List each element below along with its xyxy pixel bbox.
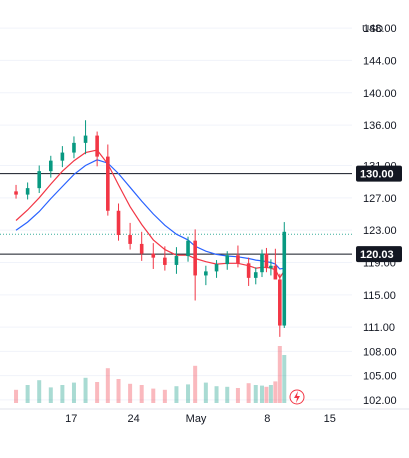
volume-bar — [253, 385, 258, 403]
volume-bar — [186, 384, 191, 403]
price-tick-label: 123.00 — [363, 225, 397, 237]
candle-body — [225, 255, 230, 265]
volume-bar — [268, 385, 273, 403]
volume-bar — [116, 379, 121, 403]
price-line-label-bg — [356, 165, 402, 182]
candle-body — [37, 171, 42, 189]
volume-bar — [37, 380, 42, 403]
price-tick-label: 127.00 — [363, 193, 397, 205]
candle-body — [25, 188, 30, 195]
candle-body — [193, 240, 197, 276]
candle-body — [246, 263, 251, 278]
volume-bar — [95, 382, 100, 403]
price-tick-label: 111.00 — [363, 322, 395, 334]
volume-bar — [139, 385, 144, 403]
price-line-label-bg — [356, 246, 402, 263]
price-line-label: 130.00 — [360, 169, 394, 181]
price-tick-label: 140.00 — [363, 88, 397, 100]
volume-bar — [174, 386, 179, 403]
candle-body — [214, 264, 219, 272]
volume-bar — [151, 388, 156, 403]
candle-body — [282, 231, 287, 326]
candle-body — [236, 255, 240, 264]
candle-body — [151, 253, 156, 258]
price-tick-label: 136.00 — [363, 120, 397, 132]
price-tick-label: 148.00 — [363, 23, 397, 35]
volume-bar — [193, 365, 198, 403]
price-tick-label: 115.00 — [363, 290, 396, 302]
candle-body — [48, 160, 53, 172]
time-tick-label: May — [186, 413, 207, 425]
volume-layer — [14, 346, 287, 403]
candle-body — [60, 152, 65, 161]
candle-body — [186, 240, 190, 257]
volume-bar — [282, 355, 287, 403]
volume-bar — [273, 381, 278, 403]
price-line-label: 120.03 — [360, 249, 394, 261]
volume-bar — [48, 387, 53, 403]
candle-body — [278, 279, 282, 326]
candle-body — [204, 271, 208, 276]
price-axis-layer[interactable]: 102.00105.00108.00111.00115.00119.00123.… — [356, 23, 402, 407]
candle-body — [264, 253, 269, 269]
volume-bar — [83, 377, 88, 403]
time-tick-label: 15 — [324, 413, 336, 425]
volume-bar — [264, 386, 269, 403]
volume-bar — [235, 388, 240, 403]
candle-body — [260, 253, 264, 273]
price-tick-label: 108.00 — [363, 346, 397, 358]
time-tick-label: 8 — [264, 413, 270, 425]
candles-layer — [14, 120, 287, 337]
volume-bar — [277, 346, 282, 403]
volume-bar — [162, 389, 167, 403]
currency-label: USD — [362, 24, 383, 35]
price-tick-label: 102.00 — [363, 395, 397, 407]
candle-body — [269, 265, 273, 269]
volume-bar — [246, 383, 251, 403]
candle-body — [253, 272, 258, 278]
volume-bar — [214, 386, 219, 403]
candle-body — [139, 243, 144, 254]
price-tick-label: 105.00 — [363, 371, 397, 383]
candle-body — [83, 135, 88, 143]
lightning-icon[interactable] — [289, 389, 305, 405]
price-tick-label: 144.00 — [363, 55, 397, 67]
candle-body — [163, 257, 167, 265]
volume-bar — [25, 385, 30, 403]
time-tick-label: 24 — [128, 413, 140, 425]
volume-bar — [71, 382, 76, 403]
candle-body — [116, 210, 121, 236]
candle-body — [95, 135, 99, 157]
volume-bar — [105, 368, 110, 403]
volume-bar — [128, 383, 133, 403]
volume-bar — [60, 385, 65, 403]
volume-bar — [225, 386, 230, 403]
candle-body — [273, 265, 278, 280]
volume-bar — [203, 382, 208, 403]
grid-layer — [0, 27, 409, 410]
time-tick-label: 17 — [65, 413, 77, 425]
candle-body — [174, 256, 179, 265]
candle-body — [106, 156, 110, 211]
candle-body — [14, 191, 18, 195]
time-axis-layer[interactable]: 17 24 May 8 15 — [65, 413, 336, 425]
volume-bar — [259, 385, 264, 403]
volume-bar — [14, 389, 19, 403]
candle-body — [72, 142, 76, 153]
candle-body — [128, 235, 132, 244]
